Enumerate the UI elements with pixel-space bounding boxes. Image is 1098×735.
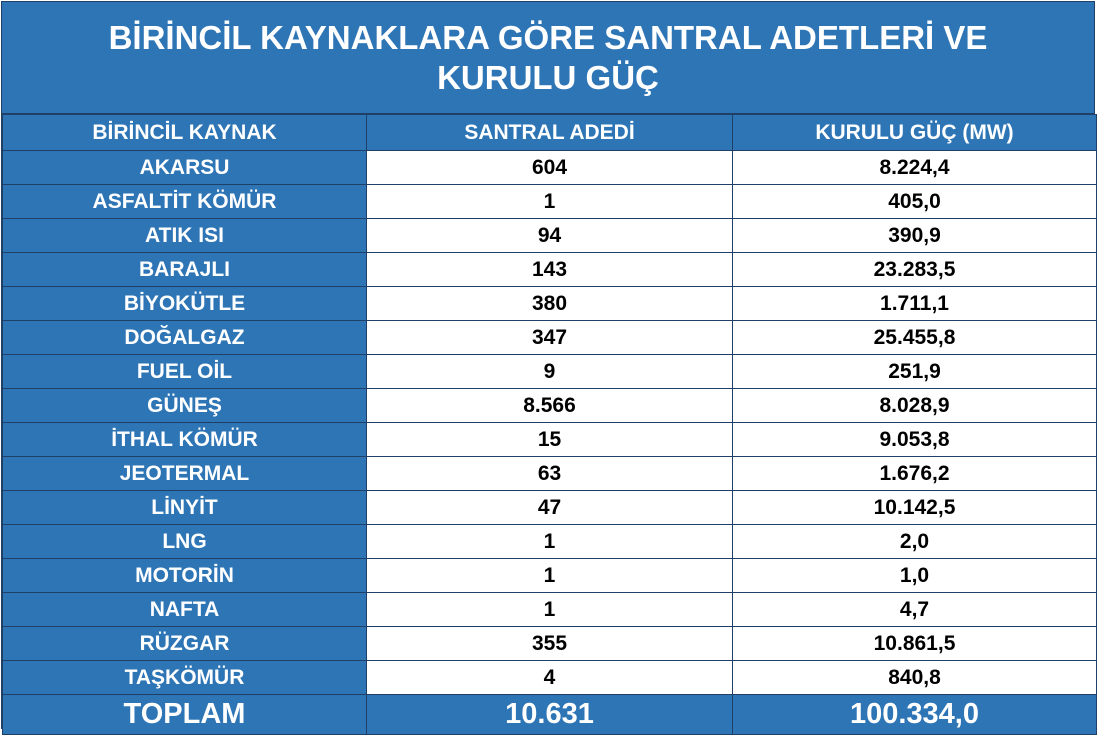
table-row: AKARSU 604 8.224,4 bbox=[2, 150, 1097, 185]
row-source-cell: JEOTERMAL bbox=[2, 456, 367, 491]
row-count-cell: 1 bbox=[366, 558, 733, 593]
row-power-cell: 1.676,2 bbox=[732, 456, 1097, 491]
row-source-cell: BİYOKÜTLE bbox=[2, 286, 367, 321]
row-count-cell: 94 bbox=[366, 218, 733, 253]
row-count-cell: 1 bbox=[366, 524, 733, 559]
row-source-cell: MOTORİN bbox=[2, 558, 367, 593]
row-count-cell: 4 bbox=[366, 660, 733, 695]
row-power-cell: 4,7 bbox=[732, 592, 1097, 627]
row-power-cell: 1.711,1 bbox=[732, 286, 1097, 321]
row-source-cell: NAFTA bbox=[2, 592, 367, 627]
row-source-cell: ATIK ISI bbox=[2, 218, 367, 253]
column-header-count: SANTRAL ADEDİ bbox=[366, 114, 733, 151]
table-row: MOTORİN 1 1,0 bbox=[2, 558, 1097, 593]
total-count: 10.631 bbox=[366, 694, 733, 735]
column-header-power: KURULU GÜÇ (MW) bbox=[732, 114, 1097, 151]
row-count-cell: 1 bbox=[366, 184, 733, 219]
row-source-cell: LİNYİT bbox=[2, 490, 367, 525]
row-source-cell: FUEL OİL bbox=[2, 354, 367, 389]
table-row: BARAJLI 143 23.283,5 bbox=[2, 252, 1097, 287]
table-row: NAFTA 1 4,7 bbox=[2, 592, 1097, 627]
table-row: LNG 1 2,0 bbox=[2, 524, 1097, 559]
row-count-cell: 355 bbox=[366, 626, 733, 661]
row-source-cell: LNG bbox=[2, 524, 367, 559]
table-row: İTHAL KÖMÜR 15 9.053,8 bbox=[2, 422, 1097, 457]
row-power-cell: 8.224,4 bbox=[732, 150, 1097, 185]
table-row: TAŞKÖMÜR 4 840,8 bbox=[2, 660, 1097, 695]
table-row: BİYOKÜTLE 380 1.711,1 bbox=[2, 286, 1097, 321]
table-row: DOĞALGAZ 347 25.455,8 bbox=[2, 320, 1097, 355]
row-power-cell: 10.142,5 bbox=[732, 490, 1097, 525]
total-power: 100.334,0 bbox=[732, 694, 1097, 735]
table-row: RÜZGAR 355 10.861,5 bbox=[2, 626, 1097, 661]
row-power-cell: 9.053,8 bbox=[732, 422, 1097, 457]
table-row: LİNYİT 47 10.142,5 bbox=[2, 490, 1097, 525]
table-row: GÜNEŞ 8.566 8.028,9 bbox=[2, 388, 1097, 423]
row-count-cell: 9 bbox=[366, 354, 733, 389]
row-count-cell: 604 bbox=[366, 150, 733, 185]
row-power-cell: 251,9 bbox=[732, 354, 1097, 389]
row-power-cell: 840,8 bbox=[732, 660, 1097, 695]
total-label: TOPLAM bbox=[2, 694, 367, 735]
row-count-cell: 347 bbox=[366, 320, 733, 355]
data-table: BİRİNCİL KAYNAK SANTRAL ADEDİ KURULU GÜÇ… bbox=[2, 114, 1097, 735]
row-power-cell: 8.028,9 bbox=[732, 388, 1097, 423]
row-count-cell: 1 bbox=[366, 592, 733, 627]
row-source-cell: GÜNEŞ bbox=[2, 388, 367, 423]
row-source-cell: TAŞKÖMÜR bbox=[2, 660, 367, 695]
table-body: AKARSU 604 8.224,4 ASFALTİT KÖMÜR 1 405,0 ATIK… bbox=[2, 150, 1097, 695]
row-source-cell: DOĞALGAZ bbox=[2, 320, 367, 355]
row-count-cell: 8.566 bbox=[366, 388, 733, 423]
table-row: FUEL OİL 9 251,9 bbox=[2, 354, 1097, 389]
table-title: BİRİNCİL KAYNAKLARA GÖRE SANTRAL ADETLER… bbox=[2, 2, 1094, 114]
row-power-cell: 10.861,5 bbox=[732, 626, 1097, 661]
row-source-cell: RÜZGAR bbox=[2, 626, 367, 661]
row-count-cell: 47 bbox=[366, 490, 733, 525]
row-power-cell: 25.455,8 bbox=[732, 320, 1097, 355]
table-row: JEOTERMAL 63 1.676,2 bbox=[2, 456, 1097, 491]
column-header-source: BİRİNCİL KAYNAK bbox=[2, 114, 367, 151]
row-count-cell: 63 bbox=[366, 456, 733, 491]
row-source-cell: BARAJLI bbox=[2, 252, 367, 287]
row-power-cell: 2,0 bbox=[732, 524, 1097, 559]
row-source-cell: ASFALTİT KÖMÜR bbox=[2, 184, 367, 219]
row-power-cell: 405,0 bbox=[732, 184, 1097, 219]
row-source-cell: AKARSU bbox=[2, 150, 367, 185]
table-row: ASFALTİT KÖMÜR 1 405,0 bbox=[2, 184, 1097, 219]
table-row: ATIK ISI 94 390,9 bbox=[2, 218, 1097, 253]
row-power-cell: 390,9 bbox=[732, 218, 1097, 253]
row-count-cell: 380 bbox=[366, 286, 733, 321]
row-power-cell: 23.283,5 bbox=[732, 252, 1097, 287]
row-count-cell: 143 bbox=[366, 252, 733, 287]
total-row: TOPLAM 10.631 100.334,0 bbox=[2, 694, 1097, 735]
row-count-cell: 15 bbox=[366, 422, 733, 457]
row-source-cell: İTHAL KÖMÜR bbox=[2, 422, 367, 457]
row-power-cell: 1,0 bbox=[732, 558, 1097, 593]
header-row: BİRİNCİL KAYNAK SANTRAL ADEDİ KURULU GÜÇ… bbox=[2, 114, 1097, 151]
